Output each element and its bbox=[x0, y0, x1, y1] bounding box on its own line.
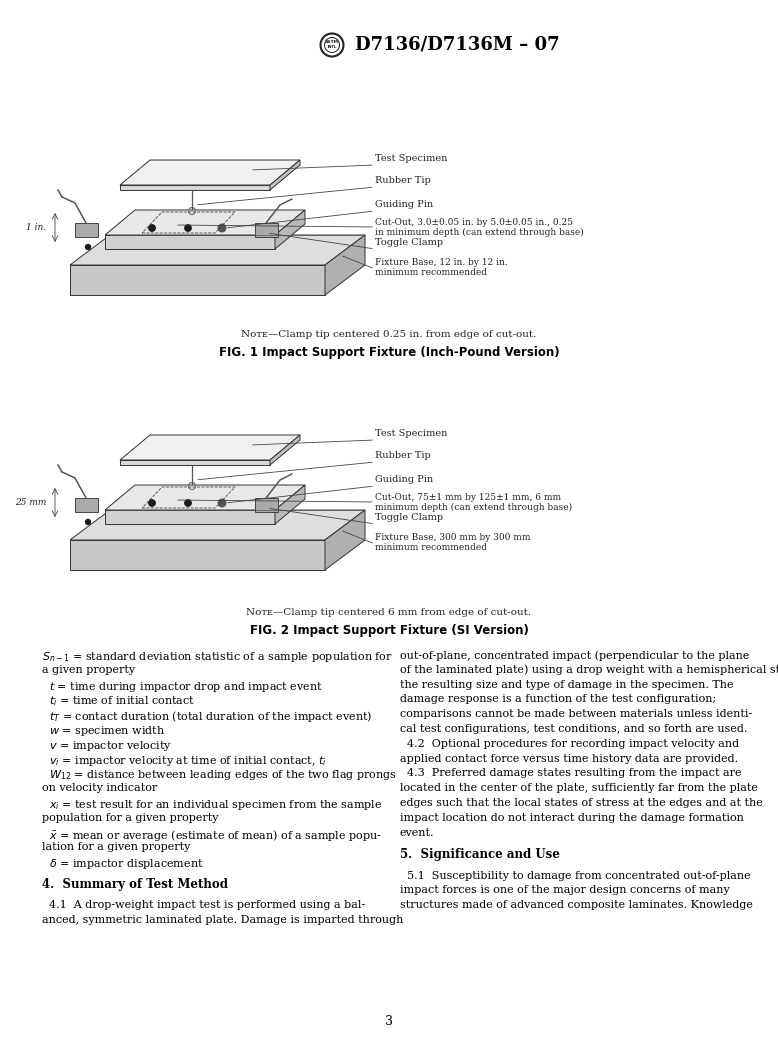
Text: $x_i$ = test result for an individual specimen from the sample: $x_i$ = test result for an individual sp… bbox=[42, 798, 383, 812]
Text: Cut-Out, 75±1 mm by 125±1 mm, 6 mm: Cut-Out, 75±1 mm by 125±1 mm, 6 mm bbox=[375, 493, 561, 502]
Text: 25 mm: 25 mm bbox=[15, 498, 46, 507]
Text: ASTM: ASTM bbox=[325, 40, 339, 44]
Text: edges such that the local states of stress at the edges and at the: edges such that the local states of stre… bbox=[400, 798, 762, 808]
Circle shape bbox=[149, 500, 155, 506]
Text: $t_T$ = contact duration (total duration of the impact event): $t_T$ = contact duration (total duration… bbox=[42, 709, 372, 725]
Text: population for a given property: population for a given property bbox=[42, 813, 219, 822]
Text: Test Specimen: Test Specimen bbox=[375, 154, 447, 163]
Text: Guiding Pin: Guiding Pin bbox=[375, 200, 433, 209]
Text: Cut-Out, 3.0±0.05 in. by 5.0±0.05 in., 0.25: Cut-Out, 3.0±0.05 in. by 5.0±0.05 in., 0… bbox=[375, 218, 573, 227]
Text: in minimum depth (can extend through base): in minimum depth (can extend through bas… bbox=[375, 228, 584, 237]
Text: $S_{n-1}$ = standard deviation statistic of a sample population for: $S_{n-1}$ = standard deviation statistic… bbox=[42, 650, 393, 664]
Polygon shape bbox=[120, 435, 300, 460]
Text: anced, symmetric laminated plate. Damage is imparted through: anced, symmetric laminated plate. Damage… bbox=[42, 915, 403, 925]
Circle shape bbox=[185, 225, 191, 231]
Circle shape bbox=[86, 245, 90, 250]
Polygon shape bbox=[270, 435, 300, 465]
Text: INTL: INTL bbox=[328, 46, 337, 50]
Text: structures made of advanced composite laminates. Knowledge: structures made of advanced composite la… bbox=[400, 900, 753, 910]
Text: Fixture Base, 300 mm by 300 mm: Fixture Base, 300 mm by 300 mm bbox=[375, 533, 531, 542]
Text: 5.1  Susceptibility to damage from concentrated out-of-plane: 5.1 Susceptibility to damage from concen… bbox=[400, 870, 751, 881]
Text: FIG. 1 Impact Support Fixture (Inch-Pound Version): FIG. 1 Impact Support Fixture (Inch-Poun… bbox=[219, 346, 559, 359]
Polygon shape bbox=[70, 265, 325, 295]
Polygon shape bbox=[120, 185, 270, 191]
Text: $t_i$ = time of initial contact: $t_i$ = time of initial contact bbox=[42, 694, 195, 708]
Text: Toggle Clamp: Toggle Clamp bbox=[375, 238, 443, 247]
Text: Nᴏᴛᴇ—Clamp tip centered 0.25 in. from edge of cut-out.: Nᴏᴛᴇ—Clamp tip centered 0.25 in. from ed… bbox=[241, 330, 537, 339]
Polygon shape bbox=[275, 485, 305, 524]
Text: of the laminated plate) using a drop weight with a hemispherical striker tip. Th: of the laminated plate) using a drop wei… bbox=[400, 665, 778, 676]
Polygon shape bbox=[105, 235, 275, 249]
Text: applied contact force versus time history data are provided.: applied contact force versus time histor… bbox=[400, 754, 738, 764]
Text: Rubber Tip: Rubber Tip bbox=[375, 451, 431, 460]
Polygon shape bbox=[255, 223, 278, 237]
Text: located in the center of the plate, sufficiently far from the plate: located in the center of the plate, suff… bbox=[400, 783, 758, 793]
Text: the resulting size and type of damage in the specimen. The: the resulting size and type of damage in… bbox=[400, 680, 734, 689]
Text: 4.3  Preferred damage states resulting from the impact are: 4.3 Preferred damage states resulting fr… bbox=[400, 768, 741, 779]
Text: cal test configurations, test conditions, and so forth are used.: cal test configurations, test conditions… bbox=[400, 723, 748, 734]
Circle shape bbox=[149, 225, 155, 231]
Polygon shape bbox=[70, 235, 365, 265]
Polygon shape bbox=[120, 160, 300, 185]
Polygon shape bbox=[275, 210, 305, 249]
Polygon shape bbox=[70, 540, 325, 570]
Text: impact forces is one of the major design concerns of many: impact forces is one of the major design… bbox=[400, 886, 730, 895]
Polygon shape bbox=[75, 223, 98, 237]
Text: $v_i$ = impactor velocity at time of initial contact, $t_i$: $v_i$ = impactor velocity at time of ini… bbox=[42, 754, 327, 767]
Text: Fixture Base, 12 in. by 12 in.: Fixture Base, 12 in. by 12 in. bbox=[375, 258, 508, 266]
Text: event.: event. bbox=[400, 828, 434, 838]
Polygon shape bbox=[270, 160, 300, 191]
Text: $\delta$ = impactor displacement: $\delta$ = impactor displacement bbox=[42, 857, 204, 871]
Circle shape bbox=[185, 500, 191, 506]
Text: out-of-plane, concentrated impact (perpendicular to the plane: out-of-plane, concentrated impact (perpe… bbox=[400, 650, 749, 661]
Text: lation for a given property: lation for a given property bbox=[42, 842, 191, 853]
Text: $W_{12}$ = distance between leading edges of the two flag prongs: $W_{12}$ = distance between leading edge… bbox=[42, 768, 397, 783]
Text: 1 in.: 1 in. bbox=[26, 223, 46, 232]
Circle shape bbox=[218, 500, 226, 507]
Polygon shape bbox=[70, 510, 365, 540]
Text: minimum recommended: minimum recommended bbox=[375, 543, 487, 552]
Text: Test Specimen: Test Specimen bbox=[375, 429, 447, 438]
Text: 4.2  Optional procedures for recording impact velocity and: 4.2 Optional procedures for recording im… bbox=[400, 739, 739, 748]
Text: comparisons cannot be made between materials unless identi-: comparisons cannot be made between mater… bbox=[400, 709, 752, 719]
Text: $t$ = time during impactor drop and impact event: $t$ = time during impactor drop and impa… bbox=[42, 680, 323, 693]
Text: Toggle Clamp: Toggle Clamp bbox=[375, 513, 443, 522]
Polygon shape bbox=[325, 510, 365, 570]
Polygon shape bbox=[75, 498, 98, 512]
Text: $v$ = impactor velocity: $v$ = impactor velocity bbox=[42, 739, 172, 753]
Circle shape bbox=[86, 519, 90, 525]
Text: $w$ = specimen width: $w$ = specimen width bbox=[42, 723, 165, 738]
Text: Guiding Pin: Guiding Pin bbox=[375, 475, 433, 484]
Text: on velocity indicator: on velocity indicator bbox=[42, 783, 157, 793]
Text: impact location do not interact during the damage formation: impact location do not interact during t… bbox=[400, 813, 744, 822]
Polygon shape bbox=[255, 498, 278, 512]
Text: Nᴏᴛᴇ—Clamp tip centered 6 mm from edge of cut-out.: Nᴏᴛᴇ—Clamp tip centered 6 mm from edge o… bbox=[247, 608, 531, 617]
Polygon shape bbox=[120, 460, 270, 465]
Text: minimum recommended: minimum recommended bbox=[375, 268, 487, 277]
Circle shape bbox=[218, 224, 226, 232]
Text: Rubber Tip: Rubber Tip bbox=[375, 176, 431, 185]
Text: $\bar{x}$ = mean or average (estimate of mean) of a sample popu-: $\bar{x}$ = mean or average (estimate of… bbox=[42, 828, 382, 842]
Polygon shape bbox=[325, 235, 365, 295]
Text: 4.1  A drop-weight impact test is performed using a bal-: 4.1 A drop-weight impact test is perform… bbox=[42, 900, 365, 910]
Text: D7136/D7136M – 07: D7136/D7136M – 07 bbox=[355, 36, 559, 54]
Text: 4.  Summary of Test Method: 4. Summary of Test Method bbox=[42, 878, 228, 891]
Text: FIG. 2 Impact Support Fixture (SI Version): FIG. 2 Impact Support Fixture (SI Versio… bbox=[250, 624, 528, 637]
Polygon shape bbox=[105, 210, 305, 235]
Text: minimum depth (can extend through base): minimum depth (can extend through base) bbox=[375, 503, 572, 512]
Text: damage response is a function of the test configuration;: damage response is a function of the tes… bbox=[400, 694, 717, 705]
Text: a given property: a given property bbox=[42, 665, 135, 675]
Text: 5.  Significance and Use: 5. Significance and Use bbox=[400, 848, 560, 861]
Polygon shape bbox=[105, 485, 305, 510]
Polygon shape bbox=[105, 510, 275, 524]
Text: 3: 3 bbox=[385, 1015, 393, 1029]
